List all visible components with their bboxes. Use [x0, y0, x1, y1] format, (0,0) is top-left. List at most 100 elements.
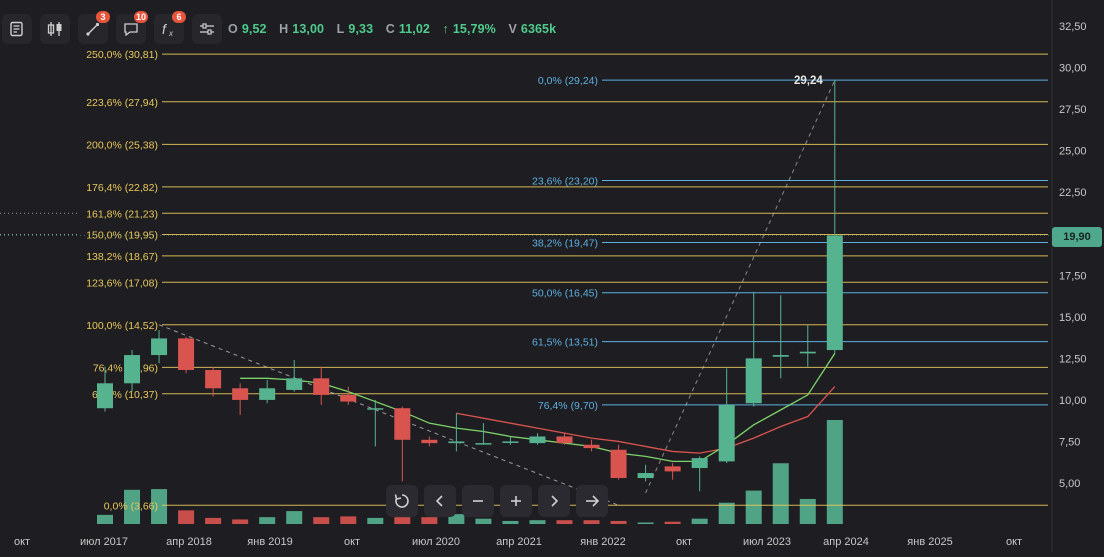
volume-bar [772, 463, 789, 524]
fib-level-label-left: 123,6% (17,08) [86, 277, 158, 289]
volume-bar [340, 516, 357, 524]
reset-icon [394, 494, 409, 508]
candle-body [529, 436, 546, 444]
price-axis-tick: 17,50 [1059, 270, 1087, 282]
volume-bar [664, 521, 681, 524]
volume-bar [745, 490, 762, 524]
candle-body [232, 388, 249, 400]
candle-body [691, 458, 708, 469]
zoom-out-button[interactable] [462, 485, 494, 517]
drawings-button[interactable]: 3 [78, 11, 110, 44]
time-axis-tick: янв 2019 [247, 536, 292, 548]
price-axis-tick: 27,50 [1059, 104, 1087, 116]
minus-icon [473, 500, 483, 502]
notes-button[interactable] [2, 14, 32, 44]
candle-body [367, 408, 384, 410]
price-axis-tick: 5,00 [1059, 478, 1080, 490]
fib-trend-line-down [158, 324, 619, 506]
close-label: C [385, 22, 395, 36]
candles-icon [47, 22, 62, 36]
chevron-left-icon [435, 495, 443, 507]
volume-bar [799, 498, 816, 524]
candle-body [178, 338, 195, 370]
ohlc-readout: O 9,52 H 13,00 L 9,33 C 11,02 ↑ 15,79% V 6365k [228, 22, 565, 36]
price-axis-tick: 30,00 [1059, 63, 1087, 75]
fib-level-label-left: 100,0% (14,52) [86, 320, 158, 332]
fib-level-label-left: 176,4% (22,82) [86, 182, 158, 194]
fib-level-label-left: 138,2% (18,67) [86, 251, 158, 263]
volume-bar [475, 518, 492, 524]
reset-button[interactable] [386, 485, 418, 517]
candle-body [448, 441, 465, 444]
volume-value: 6365k [520, 22, 557, 36]
candle-body [556, 436, 573, 444]
candle-body [313, 378, 330, 395]
candle-body [772, 355, 789, 357]
volume-label: V [508, 22, 517, 36]
volume-bar [205, 517, 222, 524]
comments-icon [124, 23, 138, 37]
scroll-left-button[interactable] [424, 485, 456, 517]
candle-body [610, 449, 627, 479]
candle-body [799, 351, 816, 354]
candle-body [286, 378, 303, 390]
fib-level-label-left: 0,0% (3,66) [104, 500, 158, 512]
low-value: 9,33 [348, 22, 374, 36]
fib-level-label-left: 200,0% (25,38) [86, 139, 158, 151]
svg-text:f: f [162, 21, 168, 37]
price-axis-tick: 22,50 [1059, 187, 1087, 199]
fib-level-label-left: 250,0% (30,81) [86, 49, 158, 61]
volume-bar [394, 517, 411, 524]
volume-bar [286, 511, 303, 524]
time-axis-tick: июл 2023 [743, 536, 791, 548]
chevron-right-icon [551, 495, 559, 507]
scroll-right-button[interactable] [538, 485, 570, 517]
candle-body [826, 235, 843, 351]
open-label: O [228, 22, 238, 36]
time-axis-tick: янв 2025 [907, 536, 952, 548]
time-axis-tick: апр 2024 [823, 536, 869, 548]
go-to-latest-button[interactable] [576, 485, 608, 517]
candle-body [259, 388, 276, 400]
volume-bar [610, 520, 627, 524]
fib-trend-line-up [645, 79, 836, 494]
peak-price-label: 29,24 [794, 75, 823, 87]
change-arrow: ↑ [442, 22, 449, 36]
candle-body [637, 473, 654, 479]
time-axis-tick: окт [14, 536, 30, 548]
time-axis-tick: окт [676, 536, 692, 548]
candle-body [205, 369, 222, 389]
notes-icon [10, 21, 23, 37]
candle-body [502, 441, 519, 443]
high-value: 13,00 [292, 22, 325, 36]
volume-bar [691, 518, 708, 524]
price-axis-tick: 32,50 [1059, 21, 1087, 33]
svg-text:x: x [168, 29, 174, 37]
chart-settings-button[interactable] [192, 14, 222, 44]
candle-body [718, 404, 735, 462]
chart-type-button[interactable] [40, 14, 70, 44]
candle-body [124, 355, 141, 384]
candle-body [151, 338, 168, 356]
time-axis-tick: июл 2020 [412, 536, 460, 548]
indicators-count-badge: 6 [172, 11, 186, 23]
candle-body [394, 408, 411, 440]
candle-body [421, 439, 438, 444]
volume-bar [556, 520, 573, 524]
settings-icon [200, 23, 214, 35]
fib-level-label-left: 223,6% (27,94) [86, 97, 158, 109]
price-axis-tick: 7,50 [1059, 436, 1080, 448]
high-label: H [279, 22, 289, 36]
volume-bar [826, 420, 843, 524]
candle-body [475, 443, 492, 445]
time-axis-tick: июл 2017 [80, 536, 128, 548]
close-value: 11,02 [398, 22, 430, 36]
change-value: 15,79% [452, 22, 496, 36]
fib-level-label-right: 50,0% (16,45) [532, 288, 598, 300]
zoom-in-button[interactable] [500, 485, 532, 517]
comments-button[interactable]: 10 [116, 11, 148, 44]
